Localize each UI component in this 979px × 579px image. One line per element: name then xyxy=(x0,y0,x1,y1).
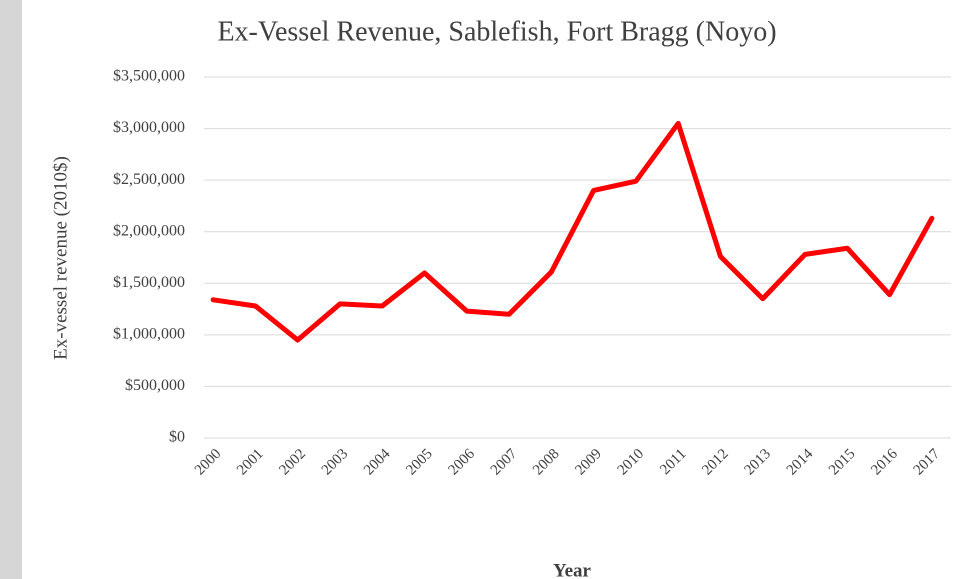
y-tick-label: $2,000,000 xyxy=(113,222,185,239)
chart-title: Ex-Vessel Revenue, Sablefish, Fort Bragg… xyxy=(217,16,776,47)
x-axis-title: Year xyxy=(553,560,592,579)
side-strip xyxy=(0,0,22,579)
y-tick-label: $500,000 xyxy=(125,377,185,394)
y-tick-label: $1,500,000 xyxy=(113,274,185,291)
y-tick-label: $1,000,000 xyxy=(113,326,185,343)
y-tick-label: $0 xyxy=(169,429,185,446)
y-tick-label: $3,500,000 xyxy=(113,68,185,85)
y-axis-title: Ex-vessel revenue (2010$) xyxy=(50,156,71,360)
chart-panel xyxy=(22,0,979,579)
y-tick-label: $3,000,000 xyxy=(113,119,185,136)
data-line xyxy=(210,120,935,343)
y-tick-label: $2,500,000 xyxy=(113,171,185,188)
